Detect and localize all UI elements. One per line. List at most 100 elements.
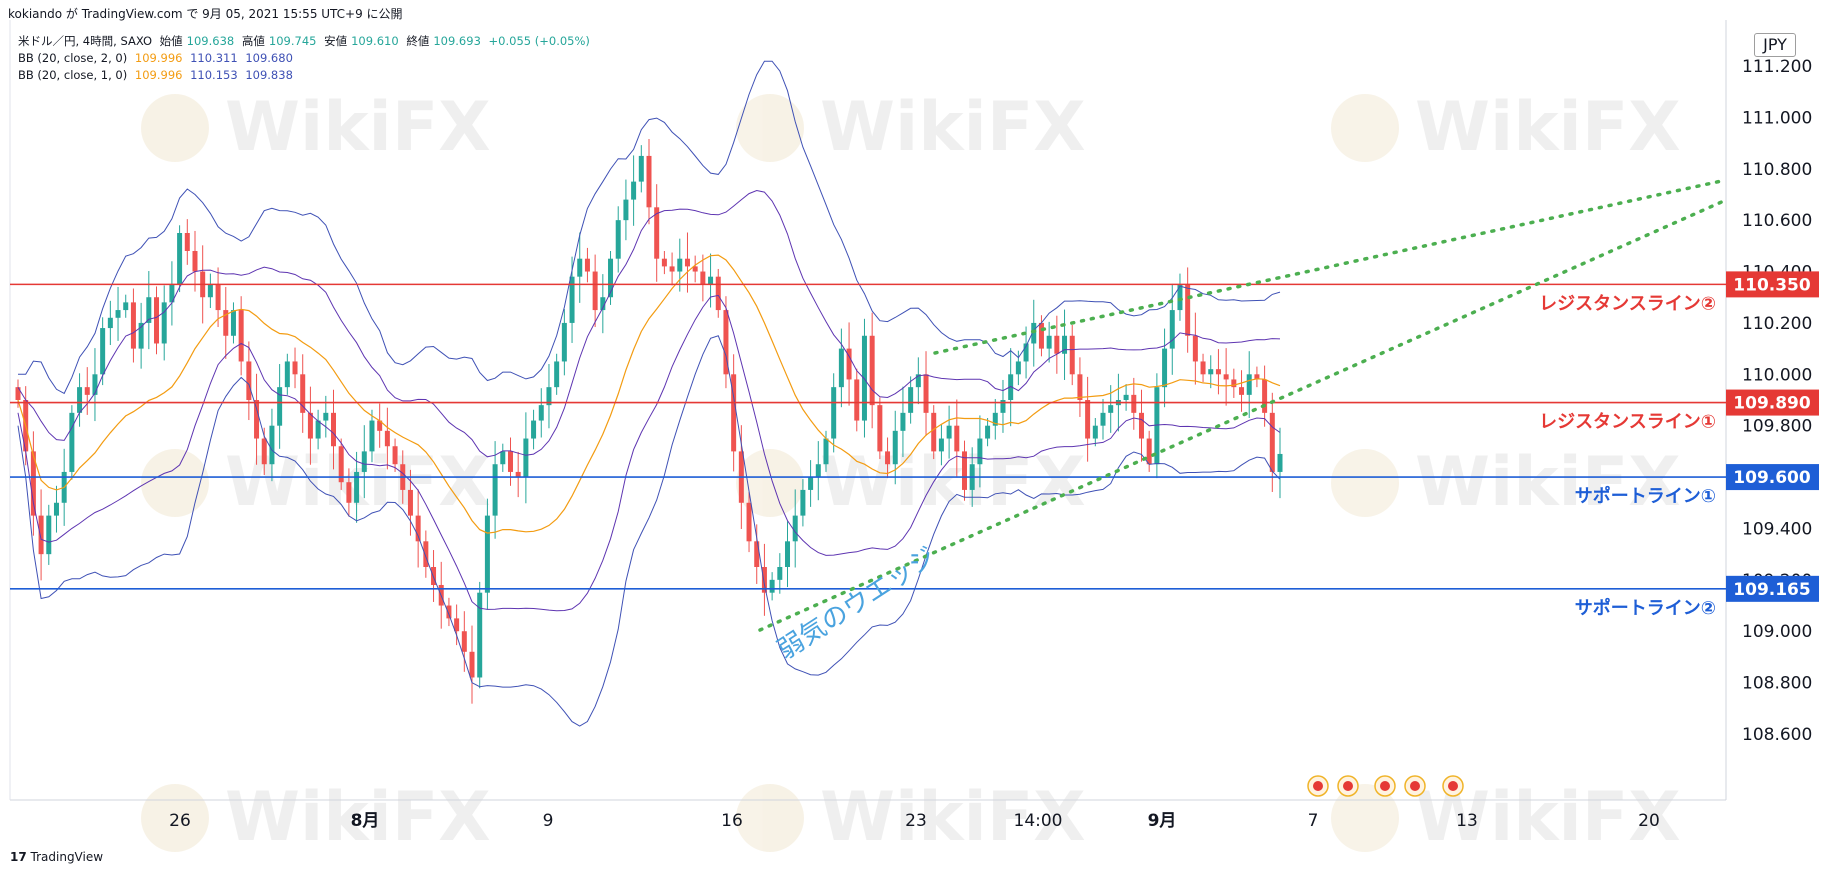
price-label-box xyxy=(1726,271,1819,298)
candle-body xyxy=(669,266,675,272)
candle-body xyxy=(100,328,106,375)
candle-body xyxy=(531,420,537,439)
candle xyxy=(277,364,283,449)
candle-body xyxy=(1131,394,1137,413)
resistance-line: 110.350 レジスタンスライン② xyxy=(10,271,1819,314)
candle xyxy=(1100,398,1106,440)
candle xyxy=(1146,430,1152,472)
candle-body xyxy=(192,250,198,272)
candle-body xyxy=(631,181,637,200)
price-label-text: 109.165 xyxy=(1733,580,1810,600)
candle xyxy=(608,250,614,305)
candle-body xyxy=(369,420,375,452)
candle-body xyxy=(1277,453,1283,472)
candle-body xyxy=(261,438,267,465)
price-tick-label: 108.600 xyxy=(1742,725,1812,745)
price-tick-label: 109.000 xyxy=(1742,622,1812,642)
candle xyxy=(561,309,567,376)
candle xyxy=(761,543,767,616)
candle xyxy=(46,504,52,565)
currency-button[interactable]: JPY xyxy=(1754,33,1796,57)
candle xyxy=(1023,326,1029,379)
candle-body xyxy=(592,271,598,311)
candle xyxy=(315,409,321,450)
watermark-text: WikiFX xyxy=(820,778,1086,857)
candle xyxy=(684,232,690,293)
candle-body xyxy=(754,541,760,567)
candle xyxy=(1008,348,1014,427)
candle xyxy=(461,611,467,672)
candle xyxy=(831,373,837,453)
candle-body xyxy=(407,489,413,516)
candle xyxy=(230,302,236,344)
candle xyxy=(1169,283,1175,375)
candle xyxy=(708,253,714,308)
candle-body xyxy=(846,348,852,380)
event-flag-dot xyxy=(1410,781,1420,791)
resistance-label: レジスタンスライン② xyxy=(1539,293,1716,314)
candle-body xyxy=(561,322,567,362)
candle xyxy=(792,489,798,568)
candle xyxy=(1277,427,1283,499)
bb1-label: BB (20, close, 1, 0) xyxy=(18,68,128,82)
candle xyxy=(215,267,221,328)
candle xyxy=(423,530,429,578)
candle-body xyxy=(1269,412,1275,472)
candle-body xyxy=(377,420,383,431)
candle xyxy=(84,367,90,415)
candle-body xyxy=(815,464,821,478)
watermark-logo xyxy=(1331,784,1399,852)
candle-body xyxy=(838,348,844,388)
candle xyxy=(692,255,698,283)
candle-body xyxy=(446,605,452,619)
tradingview-logo[interactable]: 𝟭𝟳 TradingView xyxy=(10,850,103,864)
candle-body xyxy=(107,317,113,329)
candle xyxy=(53,485,59,533)
candle-body xyxy=(1046,335,1052,349)
candle xyxy=(715,268,721,318)
candle-body xyxy=(515,471,521,478)
candle-body xyxy=(292,361,298,375)
candle xyxy=(30,431,36,536)
candle xyxy=(354,451,360,523)
candle-body xyxy=(785,541,791,567)
support-line: 109.165 サポートライン② xyxy=(10,575,1819,619)
watermark-text: WikiFX xyxy=(1415,88,1681,167)
candle xyxy=(392,438,398,472)
bb1-upper: 110.153 xyxy=(190,68,238,82)
candle xyxy=(207,273,213,309)
candle xyxy=(1000,379,1006,433)
candle xyxy=(100,317,106,386)
candle xyxy=(800,479,806,527)
candle-body xyxy=(885,451,891,465)
high-label: 高値 xyxy=(241,34,265,48)
bb1-mid: 109.996 xyxy=(134,68,183,82)
candle-body xyxy=(977,438,983,465)
candle-body xyxy=(69,412,75,472)
candle xyxy=(1246,351,1252,418)
change-value: +0.055 (+0.05%) xyxy=(488,34,590,48)
price-tick-label: 111.200 xyxy=(1742,57,1812,77)
candle xyxy=(815,441,821,501)
candle-body xyxy=(777,567,783,580)
candle xyxy=(931,405,937,460)
candle-body xyxy=(207,284,213,298)
candle-body xyxy=(1146,438,1152,465)
event-flag-dot xyxy=(1313,781,1323,791)
bb1-lower-band xyxy=(17,294,1281,612)
candle-body xyxy=(1154,387,1160,465)
price-axis: 111.200111.000110.800110.600110.400110.2… xyxy=(1742,57,1812,745)
published-line: kokiando が TradingView.com で 9月 05, 2021… xyxy=(8,7,403,21)
candle xyxy=(446,597,452,627)
candle xyxy=(769,572,775,601)
candle xyxy=(854,368,860,432)
candle-body xyxy=(946,425,952,439)
candle-body xyxy=(53,502,59,516)
candle-body xyxy=(469,651,475,678)
candle-body xyxy=(692,266,698,272)
candle-body xyxy=(715,276,721,311)
candle xyxy=(292,347,298,389)
candle xyxy=(1215,349,1221,395)
price-tick-label: 110.800 xyxy=(1742,160,1812,180)
